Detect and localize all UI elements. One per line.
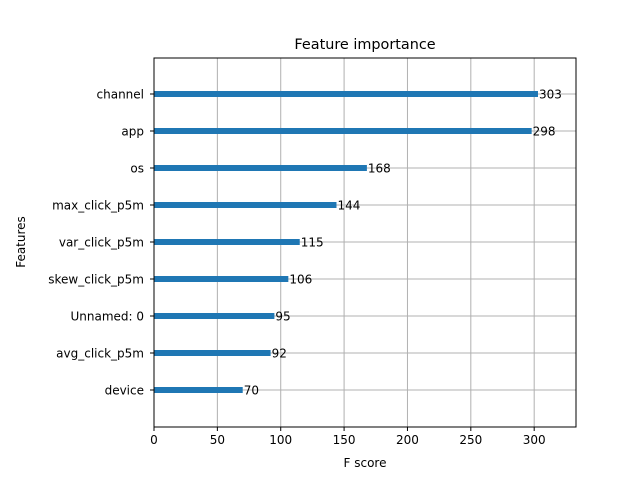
x-tick-label: 100	[269, 433, 292, 447]
bar	[154, 202, 337, 208]
y-tick-label: Unnamed: 0	[70, 310, 144, 324]
y-tick-label: app	[121, 125, 144, 139]
bar-value-label: 298	[533, 125, 556, 139]
y-tick-label: skew_click_p5m	[48, 273, 144, 287]
x-ticks: 0 50 100 150 200 250 300	[150, 427, 546, 447]
x-tick-label: 200	[396, 433, 419, 447]
bar	[154, 165, 367, 171]
x-tick-label: 250	[459, 433, 482, 447]
y-tick-label: avg_click_p5m	[56, 347, 144, 361]
bar-value-label: 115	[301, 236, 324, 250]
y-tick-label: device	[105, 384, 144, 398]
bar	[154, 128, 532, 134]
bar-value-label: 303	[539, 88, 562, 102]
y-tick-label: max_click_p5m	[52, 199, 144, 213]
bar-value-label: 70	[244, 384, 259, 398]
y-tick-label: channel	[97, 88, 144, 102]
bar	[154, 91, 538, 97]
x-tick-label: 150	[333, 433, 356, 447]
bar	[154, 276, 289, 282]
value-labels: 303 298 168 144 115 106 95 92 70	[244, 88, 562, 398]
x-tick-label: 50	[210, 433, 225, 447]
chart-title: Feature importance	[294, 37, 435, 53]
x-axis-label: F score	[344, 456, 387, 470]
bar	[154, 387, 243, 393]
bar-value-label: 144	[337, 199, 360, 213]
y-axis-label: Features	[14, 216, 28, 268]
bar	[154, 239, 300, 245]
x-tick-label: 300	[523, 433, 546, 447]
bar	[154, 350, 271, 356]
bar-value-label: 92	[272, 347, 287, 361]
bar-value-label: 168	[368, 162, 391, 176]
bar-value-label: 106	[289, 273, 312, 287]
bar	[154, 313, 275, 319]
x-tick-label: 0	[150, 433, 158, 447]
y-tick-label: os	[130, 162, 144, 176]
bar-value-label: 95	[275, 310, 290, 324]
bars	[154, 91, 538, 393]
y-ticks: channel app os max_click_p5m var_click_p5msk…	[48, 88, 154, 398]
y-tick-label: var_click_p5m	[59, 236, 144, 250]
